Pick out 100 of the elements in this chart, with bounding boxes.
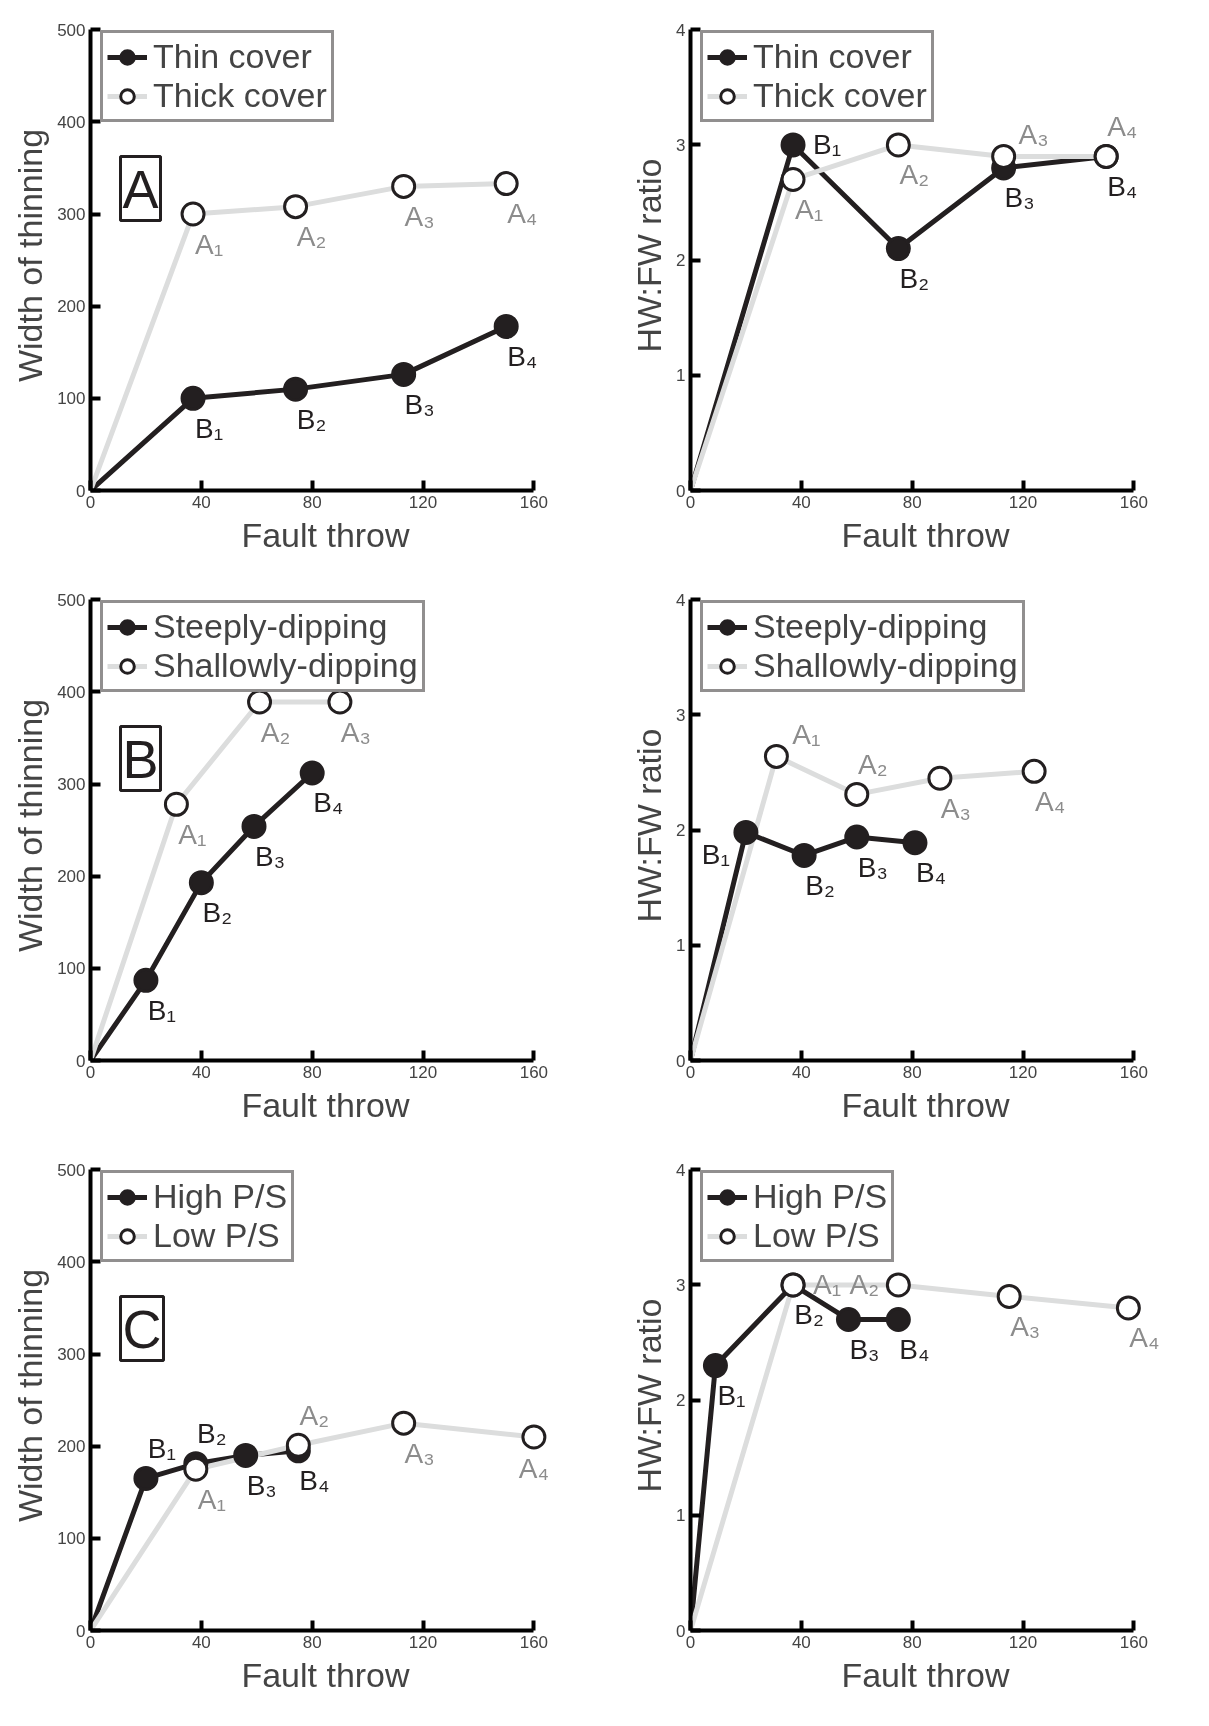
y-tick-label: 2 bbox=[676, 821, 686, 841]
data-label: A₄ bbox=[1035, 785, 1066, 817]
y-tick-label: 3 bbox=[676, 1275, 686, 1295]
data-label: A₂ bbox=[899, 159, 930, 191]
y-axis-title: HW:FW ratio bbox=[630, 1298, 669, 1493]
data-label: B₁ bbox=[147, 994, 176, 1026]
data-label: B₄ bbox=[899, 1333, 930, 1365]
y-tick-label: 300 bbox=[57, 205, 86, 225]
x-tick-label: 120 bbox=[1008, 1062, 1038, 1082]
data-label: A₄ bbox=[1107, 110, 1138, 142]
data-label: B₂ bbox=[197, 1418, 227, 1450]
x-tick-label: 160 bbox=[519, 492, 549, 512]
y-tick-label: 1 bbox=[676, 1506, 686, 1526]
y-tick-label: 500 bbox=[57, 590, 86, 610]
y-tick-label: 400 bbox=[57, 1252, 86, 1272]
annotation: A bbox=[122, 158, 159, 219]
legend-label: High P/S bbox=[753, 1177, 888, 1216]
x-tick-label: 40 bbox=[191, 1632, 211, 1652]
x-tick-label: 40 bbox=[791, 1632, 811, 1652]
data-label: A₂ bbox=[849, 1269, 880, 1301]
data-label: A₃ bbox=[404, 1437, 435, 1469]
y-tick-label: 200 bbox=[57, 867, 86, 887]
y-tick-label: 4 bbox=[676, 590, 686, 610]
x-tick-label: 40 bbox=[791, 1062, 811, 1082]
legend-label: Low P/S bbox=[153, 1216, 280, 1255]
x-tick-label: 80 bbox=[302, 492, 322, 512]
y-tick-label: 300 bbox=[57, 1345, 86, 1365]
x-tick-label: 80 bbox=[902, 1062, 922, 1082]
data-label: B₄ bbox=[299, 1465, 330, 1497]
x-axis-title: Fault throw bbox=[841, 1655, 1011, 1694]
x-tick-label: 80 bbox=[302, 1632, 322, 1652]
x-tick-label: 160 bbox=[1119, 1062, 1149, 1082]
data-label: A₂ bbox=[260, 716, 291, 748]
data-label: B₂ bbox=[296, 403, 327, 435]
data-label: B₁ bbox=[147, 1432, 176, 1464]
x-tick-label: 80 bbox=[902, 1632, 922, 1652]
data-label: B₁ bbox=[812, 129, 842, 161]
y-tick-label: 500 bbox=[57, 1160, 86, 1180]
x-tick-label: 120 bbox=[408, 492, 438, 512]
legend-label: Low P/S bbox=[753, 1216, 880, 1255]
y-tick-label: 100 bbox=[57, 959, 86, 979]
data-label: A₄ bbox=[1129, 1322, 1160, 1354]
annotation: B bbox=[122, 728, 159, 789]
data-label: B₃ bbox=[849, 1333, 880, 1365]
data-label: A₃ bbox=[1018, 118, 1049, 150]
x-tick-label: 120 bbox=[408, 1062, 438, 1082]
data-label: B₁ bbox=[194, 412, 224, 444]
legend-label: Thin cover bbox=[153, 37, 312, 76]
data-label: B₁ bbox=[701, 838, 730, 870]
annotation: C bbox=[122, 1298, 162, 1359]
legend-label: Steeply-dipping bbox=[753, 607, 988, 646]
data-label: A₁ bbox=[197, 1483, 226, 1515]
data-label: B₂ bbox=[899, 263, 930, 295]
data-label: B₄ bbox=[915, 857, 947, 889]
data-label: B₃ bbox=[404, 388, 435, 420]
legend-label: Thick cover bbox=[153, 76, 327, 115]
y-tick-label: 3 bbox=[676, 135, 686, 155]
data-label: A₁ bbox=[194, 228, 224, 260]
x-tick-label: 160 bbox=[519, 1632, 549, 1652]
y-axis-title: Width of thinning bbox=[11, 1268, 50, 1523]
y-axis-title: Width of thinning bbox=[11, 698, 50, 953]
data-label: B₃ bbox=[1004, 182, 1035, 214]
data-label: B₂ bbox=[202, 897, 233, 929]
y-tick-label: 4 bbox=[676, 1160, 686, 1180]
data-label: A₃ bbox=[1010, 1310, 1041, 1342]
data-label: A₂ bbox=[299, 1399, 330, 1431]
data-label: B₄ bbox=[1107, 170, 1138, 202]
y-tick-label: 2 bbox=[676, 1391, 686, 1411]
y-tick-label: 100 bbox=[57, 1529, 86, 1549]
y-tick-label: 3 bbox=[676, 705, 686, 725]
x-tick-label: 120 bbox=[1008, 1632, 1038, 1652]
y-tick-label: 1 bbox=[676, 936, 686, 956]
legend-label: Shallowly-dipping bbox=[153, 646, 418, 685]
y-tick-label: 1 bbox=[676, 366, 686, 386]
x-tick-label: 80 bbox=[302, 1062, 322, 1082]
y-axis-title: Width of thinning bbox=[11, 128, 50, 383]
data-label: A₂ bbox=[858, 748, 888, 780]
data-label: B₁ bbox=[717, 1380, 746, 1412]
x-tick-label: 120 bbox=[408, 1632, 438, 1652]
data-label: A₂ bbox=[296, 221, 327, 253]
y-axis-title: HW:FW ratio bbox=[630, 728, 669, 923]
data-label: A₃ bbox=[340, 716, 371, 748]
data-label: B₃ bbox=[857, 851, 888, 883]
data-label: A₁ bbox=[792, 718, 821, 750]
legend-label: Steeply-dipping bbox=[153, 607, 388, 646]
data-label: A₃ bbox=[404, 200, 435, 232]
data-label: A₄ bbox=[518, 1453, 549, 1485]
data-label: B₂ bbox=[805, 869, 835, 901]
data-label: B₃ bbox=[254, 840, 286, 872]
x-tick-label: 40 bbox=[791, 492, 811, 512]
y-tick-label: 2 bbox=[676, 251, 686, 271]
data-label: B₄ bbox=[507, 340, 538, 372]
legend-label: Shallowly-dipping bbox=[753, 646, 1018, 685]
y-tick-label: 400 bbox=[57, 112, 86, 132]
x-axis-title: Fault throw bbox=[241, 1085, 411, 1124]
x-axis-title: Fault throw bbox=[241, 515, 411, 554]
x-tick-label: 160 bbox=[1119, 492, 1149, 512]
data-label: B₃ bbox=[246, 1469, 277, 1501]
x-axis-title: Fault throw bbox=[841, 515, 1011, 554]
x-tick-label: 160 bbox=[519, 1062, 549, 1082]
